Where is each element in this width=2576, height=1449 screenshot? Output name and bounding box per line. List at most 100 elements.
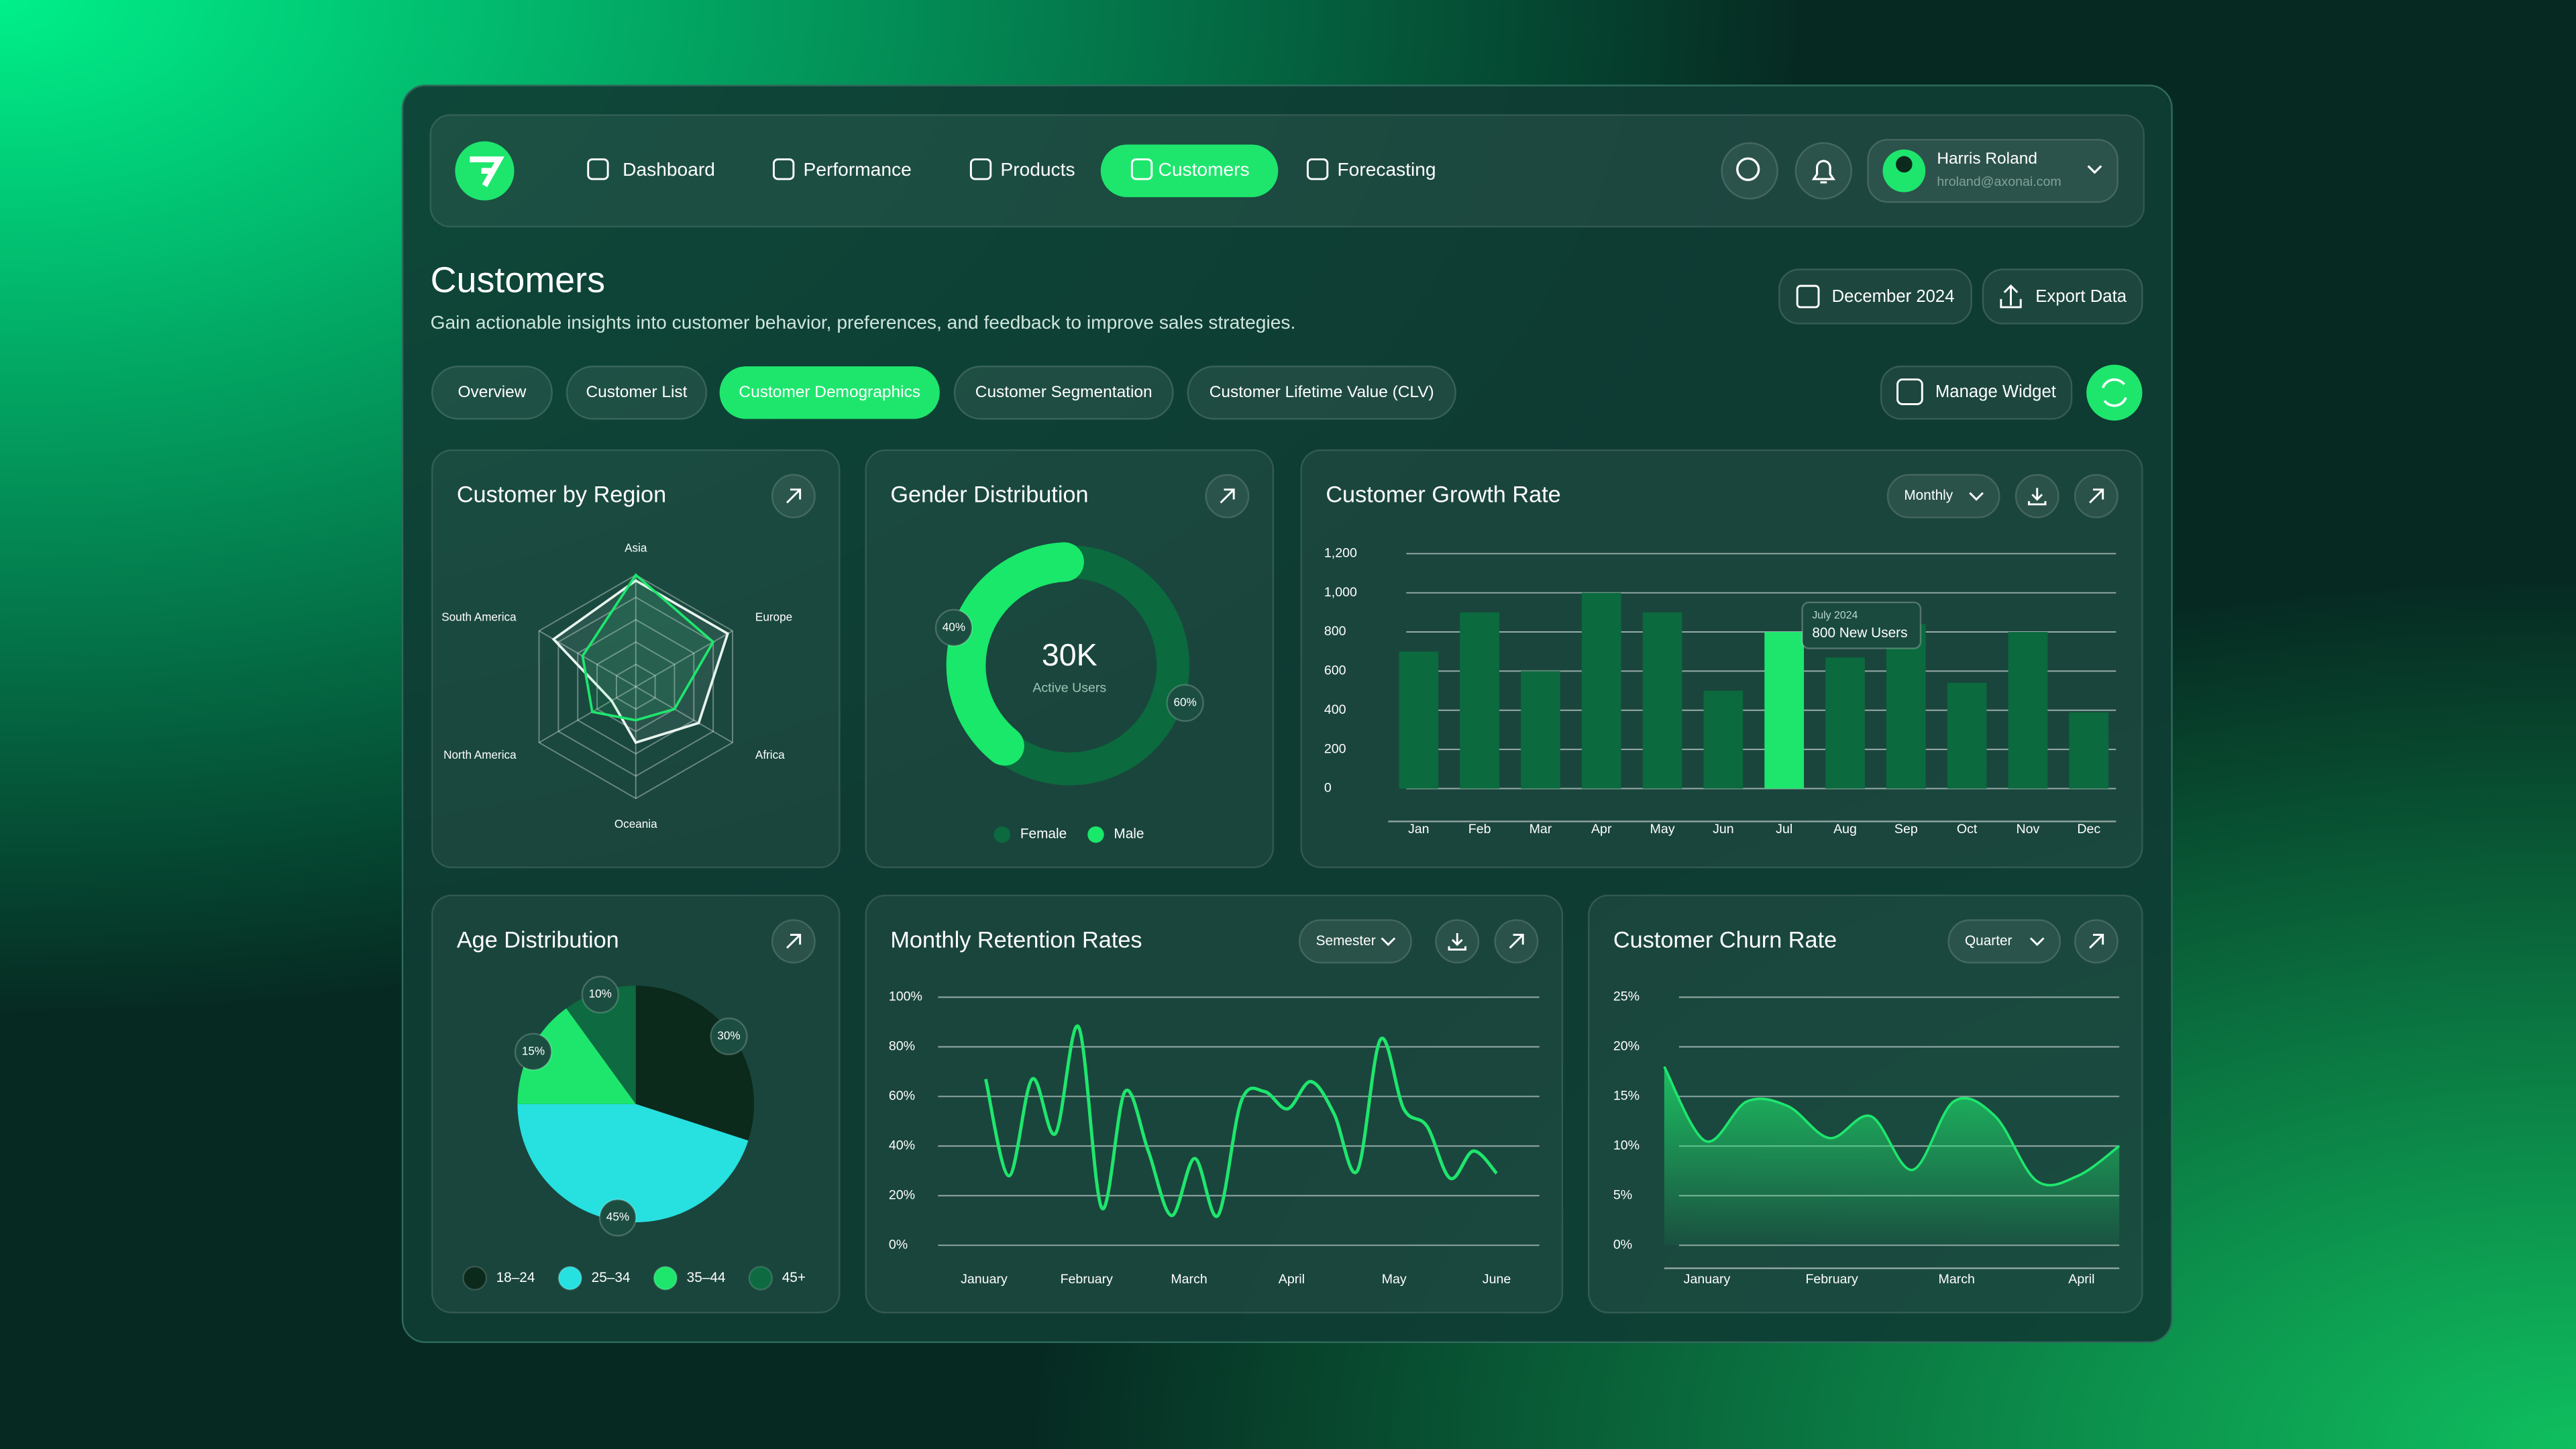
donut-segment [996,545,1190,786]
dynamic-layer: Dashboard Performance Products Customers For… [431,144,2143,1313]
radar-ring [577,619,695,755]
nav-item[interactable]: Customers [1159,159,1250,180]
x-tick-label: January [1684,1272,1731,1287]
y-tick-label: 25% [1613,989,1640,1004]
y-tick-label: 80% [889,1039,915,1054]
dropdown[interactable] [1947,919,2061,964]
nav-bar [429,114,2145,228]
dropdown[interactable] [1298,919,1412,964]
user-menu[interactable] [1867,138,2118,203]
search-button[interactable] [1721,142,1779,200]
refresh-icon [2101,378,2127,407]
chevron [1381,937,1396,947]
x-tick-label: June [1483,1272,1511,1287]
tab-label[interactable]: Customer Segmentation [975,383,1152,401]
value-label-bubble [710,1017,748,1056]
x-tick-label: January [961,1272,1008,1287]
tab[interactable] [431,365,553,420]
card-title: Customer Growth Rate [1326,482,1560,508]
download-icon [2028,488,2047,506]
dropdown-label[interactable]: Quarter [1965,933,2012,949]
tab-label[interactable]: Customer Lifetime Value (CLV) [1210,383,1434,401]
radar-label: South America [441,610,517,623]
tab-label[interactable]: Customer List [586,383,688,401]
tab[interactable] [953,365,1174,420]
radar-label: Asia [625,541,647,554]
radar-ring [615,663,656,710]
user-name: Harris Roland [1937,150,2037,168]
nav-icon [1306,158,1329,180]
tab-label[interactable]: Overview [458,383,526,401]
nav-item[interactable]: Products [1000,159,1075,180]
manage-widget-button[interactable] [1880,365,2073,420]
notification-button[interactable] [1794,142,1853,200]
user-email: hroland@axonai.com [1937,174,2061,189]
bar [2008,632,2048,789]
bar [1703,690,1743,789]
date-picker[interactable] [1778,268,1972,325]
nav-item[interactable]: Performance [804,159,912,180]
area-fill [1664,1067,2120,1246]
x-tick-label: April [1279,1272,1305,1287]
x-tick-label: Dec [2077,822,2100,837]
card [1300,449,2143,869]
legend-dot [653,1265,678,1291]
y-tick-label: 1,200 [1324,545,1357,560]
x-tick-label: February [1061,1272,1114,1287]
radar-label: North America [443,748,517,761]
legend-label: 45+ [782,1270,806,1285]
radar-series [581,573,715,722]
legend-label: 18–24 [496,1270,535,1285]
value-label-bubble [934,608,973,647]
value-label: 10% [589,987,612,1000]
nav-item[interactable]: Forecasting [1337,159,1436,180]
y-tick-label: 60% [889,1089,915,1104]
tab-label[interactable]: Customer Demographics [739,383,920,401]
export-label: Export Data [2035,287,2127,306]
tab[interactable] [566,365,708,420]
dropdown-label[interactable]: Monthly [1904,488,1953,503]
bar [2069,712,2109,789]
download-icon [1448,933,1466,951]
y-tick-label: 100% [889,989,922,1004]
dropdown[interactable] [1886,474,2000,519]
tab-active[interactable] [719,366,940,419]
radar-spoke [635,686,733,743]
tab[interactable] [1187,365,1457,420]
tooltip [1801,601,1922,649]
tooltip-title: July 2024 [1812,610,1858,621]
radar-spoke [539,686,637,743]
dropdown-label[interactable]: Semester [1316,933,1376,949]
x-tick-label: Jun [1713,822,1734,837]
nav-item[interactable]: Dashboard [623,159,715,180]
tooltip-text: 800 New Users [1812,625,1907,641]
bell-icon [1811,160,1836,184]
expand-icon [1220,488,1235,504]
export-button[interactable] [1982,268,2143,325]
value-label-bubble [598,1198,637,1237]
widget-icon [1896,378,1923,405]
radar-ring [538,574,733,800]
search-icon [1736,157,1760,181]
x-tick-label: Nov [2017,822,2040,837]
y-tick-label: 0 [1324,781,1332,796]
value-label: 30% [717,1028,740,1042]
refresh-button[interactable] [2086,364,2143,421]
expand-icon [786,488,802,504]
value-label-bubble [1166,684,1204,722]
y-tick-label: 15% [1613,1089,1640,1104]
expand-icon [786,934,802,949]
value-label: 15% [522,1044,545,1057]
bar [1521,671,1560,789]
legend-dot [462,1265,488,1291]
line-series [984,1024,1498,1218]
y-tick-label: 10% [1613,1138,1640,1153]
radar-spoke [635,630,733,688]
x-tick-label: February [1805,1272,1858,1287]
legend-label: 35–44 [687,1270,726,1285]
x-tick-label: Mar [1529,822,1552,837]
nav-icon [587,158,609,180]
x-tick-label: Sep [1894,822,1918,837]
legend-dot [1087,826,1104,843]
